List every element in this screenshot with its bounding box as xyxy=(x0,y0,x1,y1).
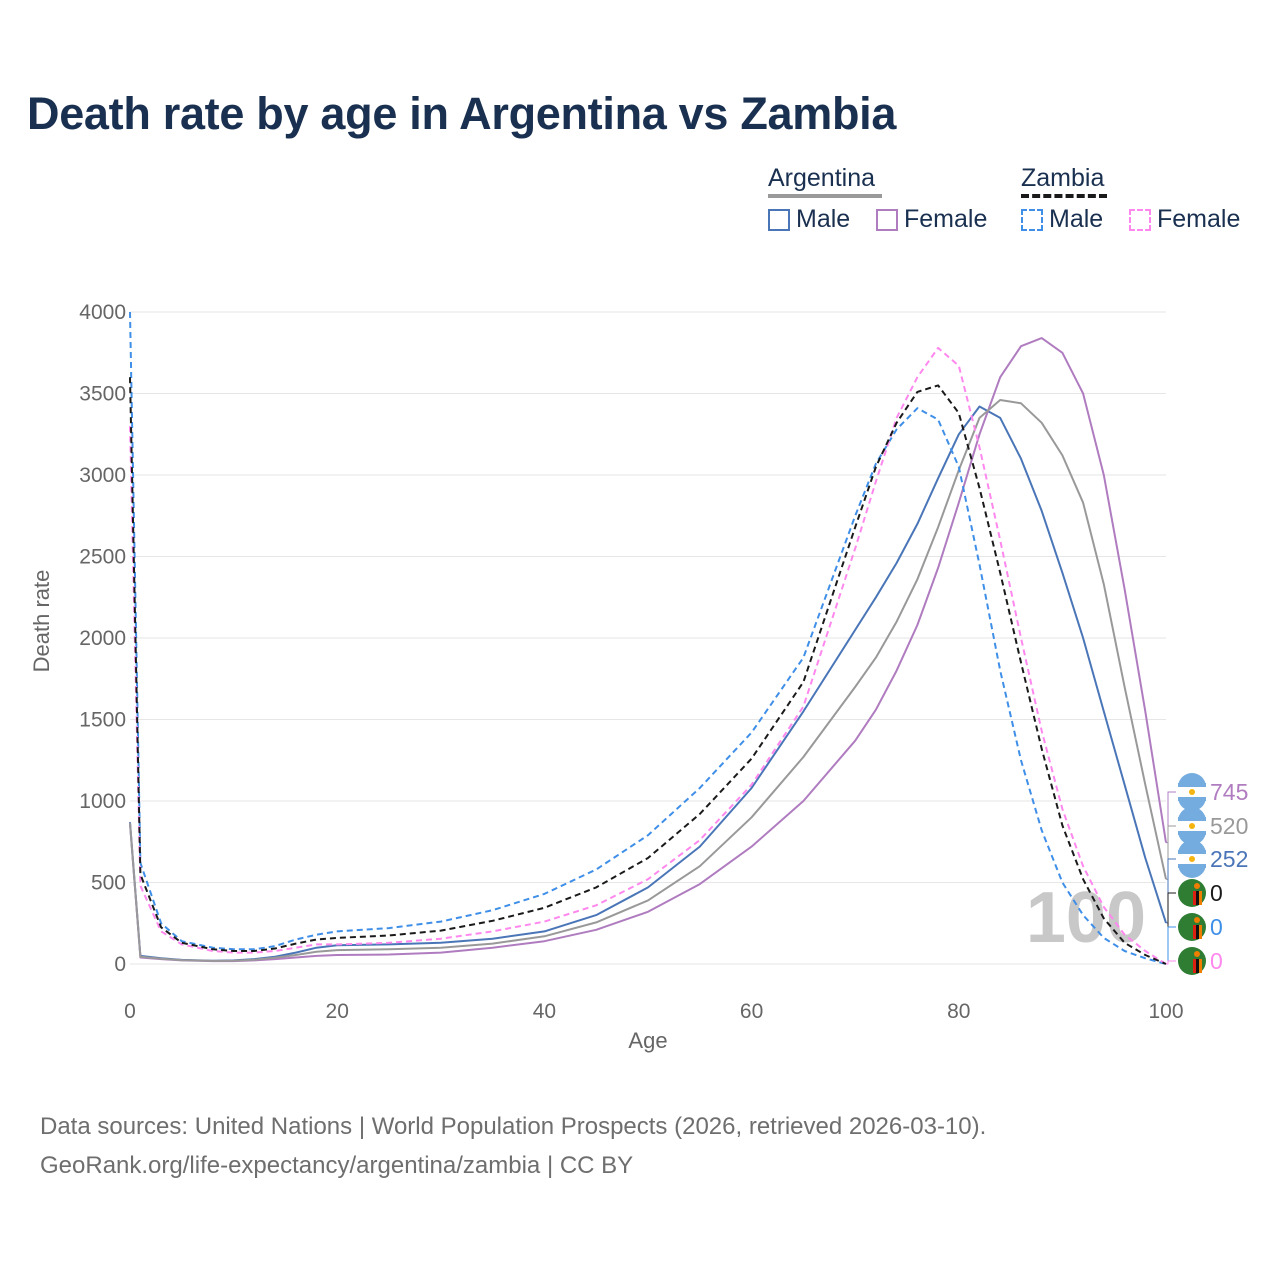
y-tick-label: 2000 xyxy=(79,627,126,650)
legend-label: Male xyxy=(1049,205,1104,233)
end-label-leader xyxy=(1166,926,1176,965)
legend-item-zambia-female[interactable]: Female xyxy=(1129,205,1240,234)
series-line-zambia-male[interactable] xyxy=(129,311,1167,965)
series-line-zambia-female[interactable] xyxy=(129,346,1167,965)
legend-title-zambia: Zambia xyxy=(1021,164,1105,192)
legend-label: Female xyxy=(904,205,988,233)
end-value-label: 0 xyxy=(1210,880,1223,906)
end-labels: 745 520 252 0 0 0 xyxy=(1166,773,1248,975)
y-tick-label: 500 xyxy=(91,872,126,895)
y-tick-label: 2500 xyxy=(79,546,126,569)
argentina-flag-icon xyxy=(1178,773,1206,811)
x-axis-title: Age xyxy=(628,1028,667,1053)
end-value-label: 252 xyxy=(1210,846,1248,872)
source-text: Data sources: United Nations | World Pop… xyxy=(40,1107,986,1185)
y-tick-label: 3500 xyxy=(79,383,126,406)
legend-item-zambia-male[interactable]: Male xyxy=(1021,205,1103,234)
y-tick-label: 4000 xyxy=(79,301,126,324)
end-value-label: 0 xyxy=(1210,948,1223,974)
x-tick-label: 100 xyxy=(1148,1000,1183,1023)
legend-label: Male xyxy=(796,205,851,233)
legend-label: Female xyxy=(1157,205,1241,233)
legend-dashed-line-sample xyxy=(1021,194,1107,198)
series-line-argentina[interactable] xyxy=(129,399,1167,962)
source-line-2[interactable]: GeoRank.org/life-expectancy/argentina/za… xyxy=(40,1152,634,1179)
y-axis-title: Death rate xyxy=(29,570,54,673)
series-lines xyxy=(129,311,1167,965)
y-tick-label: 1500 xyxy=(79,709,126,732)
legend-swatch xyxy=(1129,208,1151,231)
legend-swatch xyxy=(1021,208,1043,231)
end-label-leader xyxy=(1166,858,1176,924)
series-line-argentina-female[interactable] xyxy=(129,337,1167,963)
series-line-argentina-male[interactable] xyxy=(129,405,1167,962)
argentina-flag-icon xyxy=(1178,807,1206,845)
x-tick-label: 0 xyxy=(124,1000,136,1023)
argentina-flag-icon xyxy=(1178,840,1206,878)
x-axis-ticks: 0 20 40 60 80 100 xyxy=(124,1000,1183,1023)
legend-swatch xyxy=(768,208,790,231)
zambia-flag-icon xyxy=(1178,879,1206,907)
y-tick-label: 3000 xyxy=(79,464,126,487)
series-line-zambia[interactable] xyxy=(129,377,1167,965)
legend-title-argentina: Argentina xyxy=(768,164,876,192)
x-tick-label: 20 xyxy=(326,1000,349,1023)
end-value-label: 0 xyxy=(1210,914,1223,940)
end-label-leader xyxy=(1166,960,1176,965)
legend-swatch xyxy=(876,208,898,231)
source-line-1: Data sources: United Nations | World Pop… xyxy=(40,1113,987,1140)
chart-title: Death rate by age in Argentina vs Zambia xyxy=(27,88,897,139)
end-label-leader xyxy=(1166,825,1176,880)
legend-solid-line-sample xyxy=(768,194,882,198)
end-value-label: 745 xyxy=(1210,779,1248,805)
y-tick-label: 1000 xyxy=(79,790,126,813)
end-label-leader xyxy=(1166,791,1176,844)
y-tick-label: 0 xyxy=(114,953,126,976)
gridlines xyxy=(130,311,1166,965)
y-axis-ticks: 0 500 1000 1500 2000 2500 3000 3500 4000 xyxy=(79,301,126,976)
end-value-label: 520 xyxy=(1210,813,1248,839)
x-tick-label: 60 xyxy=(740,1000,763,1023)
legend-item-argentina-female[interactable]: Female xyxy=(876,205,987,234)
x-tick-label: 40 xyxy=(533,1000,556,1023)
legend-item-argentina-male[interactable]: Male xyxy=(768,205,850,234)
zambia-flag-icon xyxy=(1178,913,1206,941)
x-tick-label: 80 xyxy=(947,1000,970,1023)
zambia-flag-icon xyxy=(1178,947,1206,975)
